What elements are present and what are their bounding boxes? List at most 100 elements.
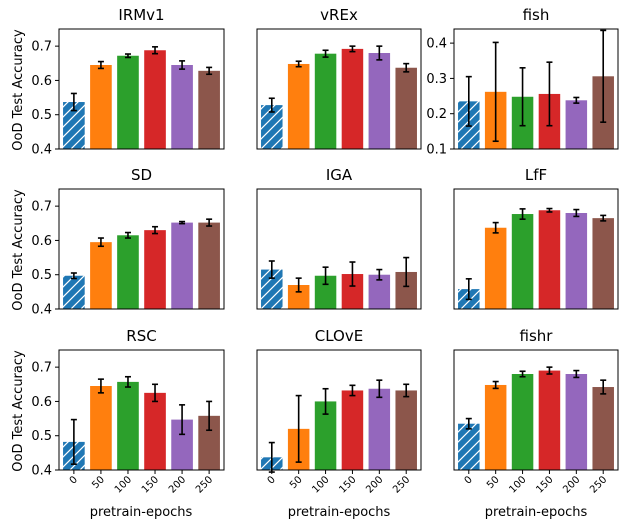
x-tick-label: 50 — [90, 474, 107, 491]
bar — [458, 423, 480, 470]
x-tick-label: 200 — [364, 474, 385, 495]
axes-frame — [58, 349, 225, 471]
bar — [144, 392, 166, 470]
bar — [565, 374, 588, 470]
y-tick-label: 0.5 — [31, 429, 52, 444]
bar — [198, 222, 220, 309]
y-tick-label: 0.2 — [426, 107, 447, 122]
bar — [63, 275, 85, 309]
bar — [341, 48, 364, 150]
x-tick-label: 150 — [337, 474, 358, 495]
bar — [395, 390, 417, 470]
bar — [90, 65, 112, 149]
y-tick-label: 0.4 — [426, 37, 447, 52]
panel-iga: IGA — [256, 166, 422, 310]
panel-title: fishr — [520, 327, 554, 345]
bar — [171, 222, 193, 309]
x-axis-label: pretrain-epochs — [485, 505, 588, 520]
bar — [565, 100, 588, 149]
x-tick-label: 250 — [588, 474, 609, 495]
bar — [368, 53, 391, 149]
bar — [395, 67, 417, 149]
x-tick-label: 0 — [463, 474, 475, 486]
axes-frame — [453, 28, 619, 150]
panel-title: IRMv1 — [118, 6, 164, 24]
x-tick-label: 0 — [266, 474, 278, 486]
x-tick-label: 150 — [534, 474, 555, 495]
bar — [538, 210, 561, 309]
y-tick-label: 0.5 — [31, 108, 52, 123]
axes-frame — [256, 188, 422, 310]
bar — [341, 390, 364, 470]
panel-irmv1: IRMv1 0.4 0.5 0.6 0.7 — [31, 6, 225, 158]
y-tick-label: 0.6 — [31, 395, 52, 410]
x-axis-label: pretrain-epochs — [90, 505, 193, 520]
x-tick-label: 50 — [485, 474, 502, 491]
bar — [592, 218, 614, 309]
axes-frame — [58, 188, 225, 310]
panel-title: LfF — [525, 166, 547, 184]
bar — [314, 53, 337, 149]
y-tick-label: 0.1 — [426, 143, 447, 158]
bar — [144, 50, 166, 149]
x-tick-label: 150 — [140, 474, 161, 495]
x-tick-label: 50 — [288, 474, 305, 491]
panel-title: fish — [523, 6, 550, 24]
bar — [368, 274, 391, 309]
bar — [63, 102, 85, 149]
x-tick-label: 200 — [167, 474, 188, 495]
bar — [90, 386, 112, 470]
x-tick-label: 250 — [391, 474, 412, 495]
panel-title: CLOvE — [315, 327, 363, 345]
panel-fish: fish 0.1 0.2 0.3 0.4 — [426, 6, 619, 158]
panel-title: RSC — [126, 327, 156, 345]
x-tick-label: 250 — [194, 474, 215, 495]
bar — [511, 214, 534, 309]
panel-lff: LfF — [453, 166, 619, 310]
bar — [117, 381, 139, 470]
bar — [144, 230, 166, 309]
x-tick-label: 100 — [113, 474, 134, 495]
y-tick-label: 0.4 — [31, 464, 52, 479]
bar — [287, 285, 310, 309]
panel-vrex: vREx — [256, 6, 422, 150]
panel-title: IGA — [326, 166, 353, 184]
bar — [484, 384, 507, 470]
bar — [198, 415, 220, 470]
x-tick-label: 200 — [561, 474, 582, 495]
x-tick-label: 100 — [507, 474, 528, 495]
y-tick-label: 0.4 — [31, 143, 52, 158]
bar — [261, 105, 283, 149]
y-tick-label: 0.5 — [31, 268, 52, 283]
bar — [511, 374, 534, 470]
panel-title: vREx — [320, 6, 358, 24]
y-tick-label: 0.7 — [31, 40, 52, 55]
bar — [261, 269, 283, 309]
axes-frame — [256, 28, 422, 150]
y-tick-label: 0.4 — [31, 303, 52, 318]
axes-frame — [453, 188, 619, 310]
panel-sd: SD 0.4 0.5 0.6 0.7 — [31, 166, 225, 318]
bar — [484, 227, 507, 309]
y-axis-label: OoD Test Accuracy — [11, 29, 26, 151]
bar — [287, 63, 310, 149]
y-tick-label: 0.6 — [31, 74, 52, 89]
bar — [565, 213, 588, 309]
y-tick-label: 0.3 — [426, 72, 447, 87]
bar — [592, 387, 614, 470]
bar — [314, 401, 337, 470]
bar — [538, 370, 561, 470]
bar — [368, 388, 391, 470]
panel-clove: CLOvE 0 50 100 150 200 250 — [256, 327, 422, 496]
bar — [117, 235, 139, 309]
y-axis-label: OoD Test Accuracy — [11, 350, 26, 472]
bar — [314, 275, 337, 309]
panel-fishr: fishr 0 50 100 150 200 250 — [453, 327, 619, 496]
bar — [171, 419, 193, 470]
y-tick-label: 0.6 — [31, 234, 52, 249]
y-tick-label: 0.7 — [31, 200, 52, 215]
panel-title: SD — [131, 166, 152, 184]
bar — [395, 271, 417, 309]
bar — [90, 242, 112, 309]
